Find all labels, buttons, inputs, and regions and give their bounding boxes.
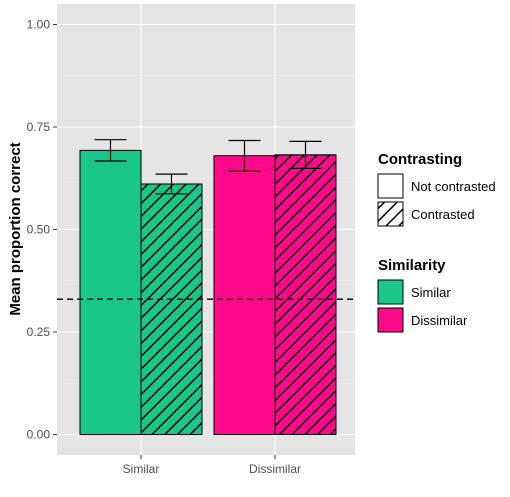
y-tick-label: 0.50 <box>27 223 51 237</box>
y-axis-title: Mean proportion correct <box>7 142 24 315</box>
x-tick-label: Dissimilar <box>249 462 301 476</box>
legend-label: Contrasted <box>411 207 475 222</box>
legend-key-hatch <box>377 201 404 227</box>
bar-hatch-overlay <box>140 183 203 435</box>
legend-key <box>377 307 404 333</box>
legend-label: Similar <box>411 285 451 300</box>
legend-label: Not contrasted <box>411 179 496 194</box>
legend: Contrasting Not contrasted Contrasted Simil… <box>377 151 496 333</box>
legend-title: Contrasting <box>378 151 462 168</box>
legend-key <box>377 279 404 305</box>
x-tick-label: Similar <box>123 462 160 476</box>
y-tick-label: 1.00 <box>27 18 51 32</box>
legend-label: Dissimilar <box>411 313 468 328</box>
bar-hatch-overlay <box>274 154 337 435</box>
error-bars <box>94 139 322 195</box>
bars <box>79 149 337 435</box>
y-tick-label: 0.25 <box>27 325 51 339</box>
y-axis-ticks: 0.00 0.25 0.50 0.75 1.00 <box>27 18 57 442</box>
legend-key <box>377 173 404 199</box>
legend-title: Similarity <box>378 257 446 274</box>
y-tick-label: 0.00 <box>27 428 51 442</box>
bar-dissimilar-not-contrasted <box>213 155 276 435</box>
y-tick-label: 0.75 <box>27 120 51 134</box>
x-axis-ticks: Similar Dissimilar <box>123 455 301 476</box>
bar-similar-not-contrasted <box>79 149 142 435</box>
